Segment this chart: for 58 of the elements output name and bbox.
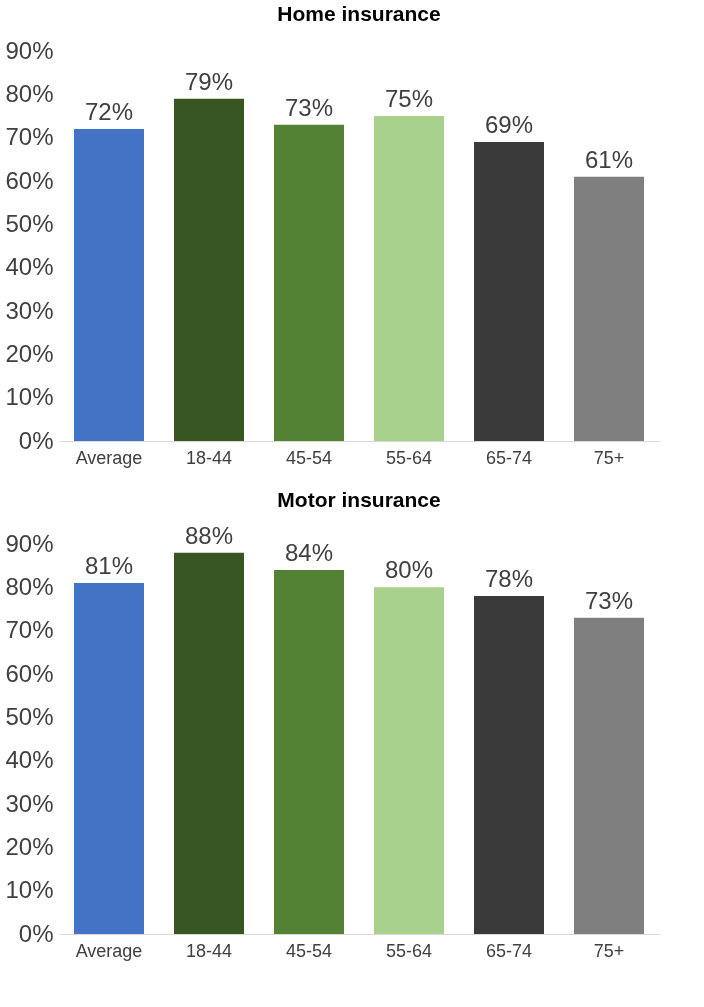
- y-tick-label: 0%: [18, 919, 54, 947]
- y-tick-label: 90%: [5, 36, 54, 64]
- y-tick-label: 60%: [5, 166, 54, 194]
- x-tick-label: 45-54: [285, 940, 333, 961]
- y-tick-label: 50%: [5, 702, 54, 730]
- chart-title: Motor insurance: [277, 487, 441, 511]
- x-tick-label: 55-64: [385, 447, 433, 468]
- data-label: 78%: [484, 565, 534, 592]
- y-tick-label: 80%: [5, 79, 54, 107]
- bar: [574, 617, 644, 934]
- y-tick-label: 30%: [5, 296, 54, 324]
- data-label: 72%: [84, 98, 134, 125]
- y-tick-label: 70%: [5, 123, 54, 151]
- bar: [174, 98, 244, 441]
- x-tick-label: Average: [75, 940, 143, 961]
- x-tick-label: Average: [75, 447, 143, 468]
- x-tick-label: 45-54: [285, 447, 333, 468]
- x-tick-label: 18-44: [185, 940, 233, 961]
- y-tick-label: 90%: [5, 529, 54, 557]
- x-tick-label: 75+: [593, 940, 625, 961]
- bar: [274, 570, 344, 934]
- y-tick-label: 80%: [5, 572, 54, 600]
- y-tick-label: 20%: [5, 832, 54, 860]
- bar: [174, 552, 244, 934]
- x-tick-label: 65-74: [485, 940, 533, 961]
- data-label: 61%: [584, 145, 634, 173]
- y-tick-label: 40%: [5, 253, 54, 281]
- bar: [374, 116, 444, 441]
- data-label: 79%: [184, 67, 234, 95]
- y-tick-label: 60%: [5, 659, 54, 687]
- data-label: 80%: [384, 556, 434, 584]
- y-tick-label: 20%: [5, 339, 54, 367]
- data-label: 75%: [384, 85, 434, 112]
- y-tick-label: 10%: [5, 383, 54, 411]
- y-tick-label: 10%: [5, 876, 54, 904]
- y-tick-label: 50%: [5, 209, 54, 237]
- data-label: 81%: [84, 552, 134, 579]
- data-label: 88%: [184, 521, 234, 549]
- y-tick-label: 40%: [5, 746, 54, 774]
- bar: [474, 142, 544, 441]
- data-label: 73%: [284, 93, 334, 121]
- data-label: 84%: [284, 539, 334, 566]
- bar: [574, 176, 644, 441]
- x-tick-label: 75+: [593, 447, 625, 468]
- x-tick-label: 65-74: [485, 447, 533, 468]
- y-tick-label: 30%: [5, 789, 54, 817]
- bar: [474, 596, 544, 934]
- bar: [74, 129, 144, 441]
- bar: [374, 587, 444, 934]
- x-tick-label: 55-64: [385, 940, 433, 961]
- y-tick-label: 70%: [5, 616, 54, 644]
- data-label: 69%: [484, 111, 534, 138]
- data-label: 73%: [584, 586, 634, 614]
- bar: [274, 124, 344, 441]
- x-tick-label: 18-44: [185, 447, 233, 468]
- bar: [74, 583, 144, 934]
- chart-title: Home insurance: [277, 2, 441, 25]
- y-tick-label: 0%: [18, 426, 54, 454]
